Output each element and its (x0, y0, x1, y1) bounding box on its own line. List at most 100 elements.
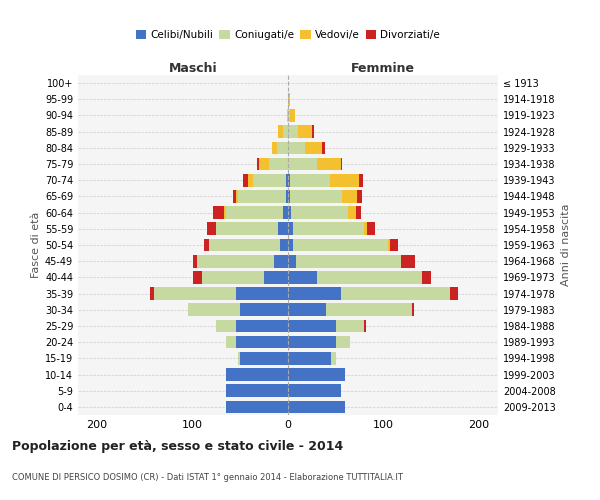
Bar (226, 336, 235, 348)
Bar (288, 206, 291, 219)
Bar (293, 238, 388, 252)
Bar (235, 288, 288, 300)
Bar (226, 368, 288, 381)
Bar (226, 400, 288, 413)
Bar (188, 304, 240, 316)
Bar (290, 109, 295, 122)
Bar (388, 238, 390, 252)
Bar (390, 238, 398, 252)
Bar (341, 288, 450, 300)
Bar (288, 158, 317, 170)
Bar (288, 400, 345, 413)
Y-axis label: Anni di nascita: Anni di nascita (561, 204, 571, 286)
Bar (322, 142, 325, 154)
Bar (343, 190, 357, 202)
Bar (288, 288, 341, 300)
Bar (274, 255, 288, 268)
Bar (288, 320, 336, 332)
Bar (336, 320, 364, 332)
Bar (264, 271, 288, 283)
Bar (293, 222, 364, 235)
Bar (238, 190, 286, 202)
Bar (357, 190, 361, 202)
Bar (149, 288, 154, 300)
Bar (317, 271, 422, 283)
Bar (288, 142, 305, 154)
Bar (296, 255, 401, 268)
Bar (367, 222, 375, 235)
Bar (226, 384, 288, 397)
Bar (348, 206, 356, 219)
Bar (288, 368, 345, 381)
Bar (288, 238, 293, 252)
Y-axis label: Fasce di età: Fasce di età (31, 212, 41, 278)
Bar (288, 271, 317, 283)
Bar (291, 206, 348, 219)
Text: Popolazione per età, sesso e stato civile - 2014: Popolazione per età, sesso e stato civil… (12, 440, 343, 453)
Bar (412, 304, 414, 316)
Bar (235, 320, 288, 332)
Bar (257, 158, 259, 170)
Bar (356, 206, 361, 219)
Bar (212, 206, 224, 219)
Bar (238, 352, 240, 364)
Bar (288, 384, 341, 397)
Bar (288, 255, 296, 268)
Bar (269, 158, 288, 170)
Bar (235, 336, 288, 348)
Text: COMUNE DI PERSICO DOSIMO (CR) - Dati ISTAT 1° gennaio 2014 - Elaborazione TUTTIT: COMUNE DI PERSICO DOSIMO (CR) - Dati IST… (12, 473, 403, 482)
Bar (217, 222, 278, 235)
Bar (217, 320, 235, 332)
Bar (288, 222, 293, 235)
Bar (240, 352, 288, 364)
Bar (233, 190, 235, 202)
Bar (330, 174, 359, 186)
Bar (243, 174, 248, 186)
Bar (283, 206, 288, 219)
Bar (290, 190, 343, 202)
Bar (364, 320, 366, 332)
Bar (202, 271, 264, 283)
Bar (207, 222, 217, 235)
Bar (259, 158, 269, 170)
Bar (283, 126, 288, 138)
Text: Maschi: Maschi (169, 62, 218, 75)
Bar (226, 206, 283, 219)
Bar (240, 304, 288, 316)
Bar (298, 126, 312, 138)
Bar (326, 304, 412, 316)
Bar (422, 271, 431, 283)
Bar (278, 126, 283, 138)
Text: Femmine: Femmine (350, 62, 415, 75)
Bar (312, 126, 314, 138)
Bar (197, 255, 274, 268)
Bar (359, 174, 364, 186)
Bar (401, 255, 415, 268)
Bar (364, 222, 367, 235)
Bar (288, 174, 290, 186)
Bar (287, 109, 288, 122)
Bar (288, 126, 298, 138)
Bar (290, 174, 330, 186)
Bar (288, 336, 336, 348)
Bar (341, 158, 343, 170)
Bar (331, 352, 336, 364)
Bar (288, 352, 331, 364)
Bar (277, 142, 288, 154)
Bar (305, 142, 322, 154)
Bar (193, 271, 202, 283)
Bar (193, 255, 197, 268)
Bar (288, 304, 326, 316)
Bar (336, 336, 350, 348)
Bar (253, 174, 286, 186)
Bar (286, 174, 288, 186)
Bar (278, 222, 288, 235)
Bar (248, 174, 253, 186)
Bar (235, 190, 238, 202)
Bar (450, 288, 458, 300)
Bar (286, 190, 288, 202)
Bar (288, 93, 290, 106)
Bar (204, 238, 209, 252)
Bar (224, 206, 226, 219)
Bar (288, 109, 290, 122)
